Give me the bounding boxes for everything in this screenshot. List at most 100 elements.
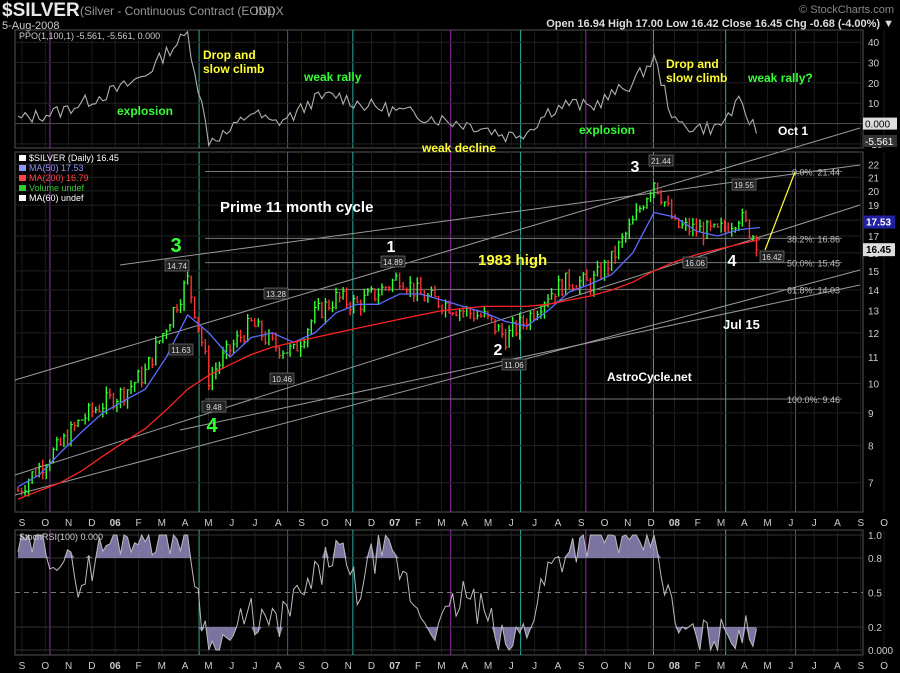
x-tick-label-lower: J — [253, 661, 258, 672]
price-legend-entry: MA(60) undef — [29, 193, 84, 203]
x-tick-label-lower: M — [437, 661, 445, 672]
x-tick-label: J — [229, 518, 234, 529]
price-label: 10.46 — [272, 375, 293, 384]
ppo-annotation: Oct 1 — [778, 124, 808, 138]
x-tick-label-lower: A — [555, 661, 562, 672]
ma200-line — [17, 238, 761, 500]
x-tick-label-lower: J — [788, 661, 793, 672]
channel-line — [14, 269, 861, 496]
x-tick-label-lower: D — [88, 661, 95, 672]
x-tick-label: 06 — [110, 518, 122, 529]
x-tick-label: M — [204, 518, 212, 529]
chart-date: 5-Aug-2008 — [2, 20, 60, 32]
fib-label: 61.8%: 14.03 — [787, 285, 840, 295]
exchange-label: INDX — [255, 4, 284, 18]
price-legend-entry: $SILVER (Daily) 16.45 — [29, 153, 119, 163]
x-tick-label: D — [368, 518, 375, 529]
x-tick-label-lower: D — [368, 661, 375, 672]
price-tick-label: 8 — [868, 442, 874, 453]
x-tick-label: M — [437, 518, 445, 529]
price-label-box — [501, 358, 527, 371]
price-label-box — [164, 259, 190, 272]
price-panel — [17, 182, 761, 500]
current-value-box — [863, 243, 895, 257]
x-tick-label-lower: S — [578, 661, 585, 672]
price-label: 21.44 — [651, 157, 672, 166]
wave-label: 2 — [494, 342, 503, 359]
price-label-box — [201, 400, 227, 413]
x-tick-label-lower: A — [275, 661, 282, 672]
x-tick-label: O — [41, 518, 49, 529]
x-tick-label: A — [182, 518, 189, 529]
price-tick-label: 9 — [868, 409, 874, 420]
x-tick-label-lower: J — [509, 661, 514, 672]
x-tick-label: N — [65, 518, 72, 529]
price-legend-entry: MA(200) 16.79 — [29, 173, 89, 183]
price-label: 16.06 — [685, 259, 706, 268]
channel-line — [14, 204, 861, 476]
x-tick-label-lower: F — [695, 661, 701, 672]
x-tick-label: O — [601, 518, 609, 529]
x-tick-label: M — [158, 518, 166, 529]
symbol-title: $SILVER — [2, 0, 80, 21]
x-tick-label-lower: J — [229, 661, 234, 672]
x-tick-label-lower: O — [321, 661, 329, 672]
x-tick-label: A — [555, 518, 562, 529]
ppo-value-box — [863, 134, 897, 147]
ppo-tick-label: 40 — [868, 38, 880, 49]
x-tick-label-lower: S — [857, 661, 864, 672]
grid-lines — [15, 30, 885, 655]
ppo-frame — [14, 29, 864, 149]
x-tick-label-lower: M — [484, 661, 492, 672]
x-tick-label: N — [345, 518, 352, 529]
x-tick-label: A — [834, 518, 841, 529]
stoch-oversold-fill — [18, 627, 757, 650]
current-value-label: 16.45 — [866, 245, 891, 256]
x-tick-label: S — [298, 518, 305, 529]
x-tick-label: J — [788, 518, 793, 529]
fib-label: 50.0%: 15.45 — [787, 259, 840, 269]
stoch-overbought-fill — [18, 535, 757, 558]
ppo-annotation: Drop and — [666, 57, 719, 71]
ppo-tick-label: 30 — [868, 59, 880, 70]
x-tick-label-lower: D — [647, 661, 654, 672]
ppo-annotation: slow climb — [203, 62, 264, 76]
cycle-lines — [49, 30, 797, 655]
x-tick-label-lower: O — [601, 661, 609, 672]
price-label-box — [269, 372, 295, 385]
price-tick-label: 11 — [868, 353, 879, 364]
price-label-box — [682, 256, 708, 269]
price-legend-entry: MA(50) 17.53 — [29, 163, 84, 173]
stoch-tick-label: 1.0 — [868, 531, 882, 542]
x-tick-label: J — [812, 518, 817, 529]
ppo-annotation: weak decline — [421, 141, 496, 155]
ppo-value-label: 0.000 — [865, 120, 890, 131]
x-tick-label-lower: M — [717, 661, 725, 672]
x-tick-label-lower: M — [763, 661, 771, 672]
ppo-value-label: -5.561 — [865, 137, 894, 148]
x-tick-label-lower: 07 — [389, 661, 401, 672]
ppo-line — [17, 30, 758, 148]
fib-label: 38.2%: 16.86 — [787, 234, 840, 244]
x-tick-label: M — [484, 518, 492, 529]
x-tick-label: A — [461, 518, 468, 529]
price-legend-entry: Volume undef — [29, 183, 85, 193]
x-tick-label-lower: J — [812, 661, 817, 672]
legend-swatch — [19, 175, 26, 181]
current-value-box — [863, 215, 895, 229]
fib-label: 0.0%: 21.44 — [792, 168, 840, 178]
ppo-annotation: explosion — [579, 123, 635, 137]
price-label-box — [263, 287, 289, 300]
ppo-annotation: weak rally — [303, 70, 362, 84]
x-tick-label: O — [880, 518, 888, 529]
x-tick-label-lower: M — [204, 661, 212, 672]
price-tick-label: 21 — [868, 173, 880, 184]
x-tick-label: J — [509, 518, 514, 529]
x-tick-label-lower: N — [65, 661, 72, 672]
ppo-tick-label: 10 — [868, 99, 880, 110]
price-label: 13.28 — [266, 290, 287, 299]
x-tick-label: S — [857, 518, 864, 529]
watermark: © StockCharts.com — [799, 4, 894, 16]
x-tick-label: A — [275, 518, 282, 529]
